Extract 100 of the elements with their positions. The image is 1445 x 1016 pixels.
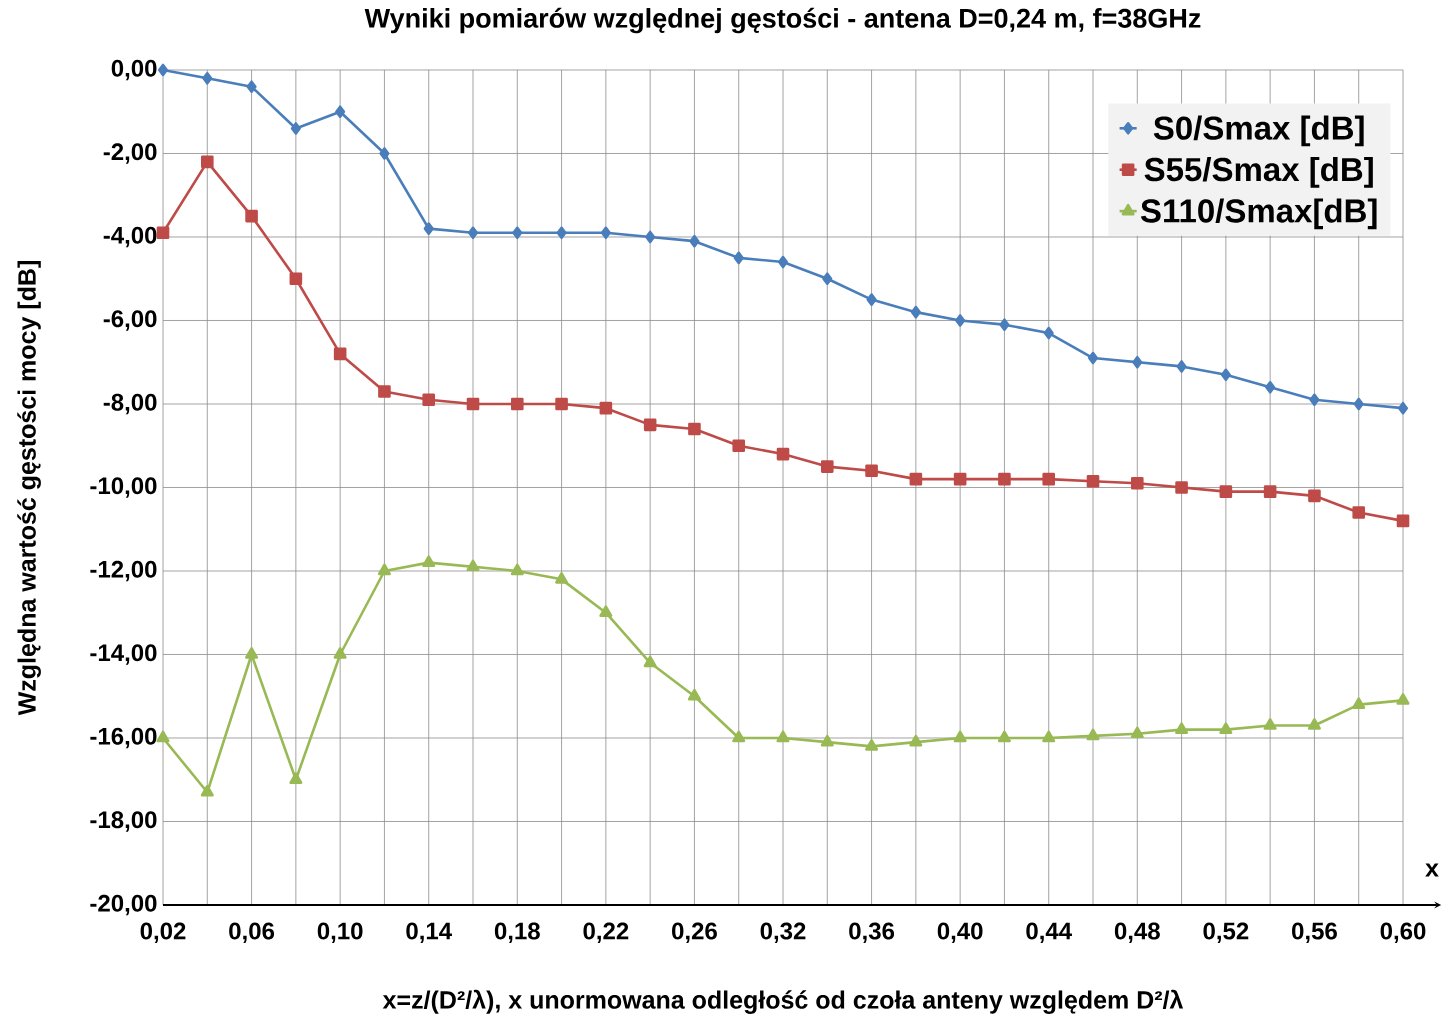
point: [246, 80, 257, 93]
point: [1086, 474, 1100, 488]
y-tick-label: -16,00: [90, 727, 157, 749]
point: [688, 422, 701, 436]
point: [1263, 485, 1277, 498]
x-tick-label: 0,52: [1203, 922, 1249, 943]
point: [1396, 693, 1410, 705]
point: [733, 251, 744, 265]
point: [1087, 351, 1099, 365]
point: [1042, 472, 1056, 486]
point: [1396, 514, 1410, 528]
point: [422, 393, 436, 407]
point: [600, 226, 611, 240]
point: [998, 472, 1011, 486]
x-tick-label: 0,02: [140, 922, 186, 943]
point: [999, 318, 1010, 331]
point: [379, 147, 390, 160]
point: [599, 605, 613, 618]
chart-title: Wyniki pomiarów względnej gęstości - antena D=0,24 m, f=38GHz: [364, 7, 1201, 34]
point: [643, 418, 657, 432]
x-tick-label: 0,10: [317, 922, 363, 943]
point: [556, 226, 567, 240]
x-tick-label: 0,22: [583, 922, 629, 943]
y-tick-label: -2,00: [103, 143, 157, 164]
point: [377, 563, 391, 576]
point: [909, 734, 923, 747]
point: [157, 63, 169, 77]
point: [820, 460, 834, 473]
point: [645, 230, 656, 244]
point: [467, 226, 479, 240]
point: [202, 72, 213, 85]
point: [732, 439, 746, 453]
point: [1219, 485, 1233, 498]
point: [1043, 326, 1054, 340]
point: [1265, 380, 1276, 394]
point: [1263, 718, 1277, 730]
point: [909, 472, 923, 486]
point: [732, 730, 746, 743]
point: [245, 209, 258, 223]
point: [777, 255, 789, 269]
x-tick-label: 0,06: [229, 922, 275, 943]
point: [466, 397, 480, 411]
point: [865, 464, 878, 478]
y-tick-label: -10,00: [90, 477, 157, 498]
point: [510, 563, 524, 576]
point: [289, 772, 303, 785]
point: [378, 385, 391, 398]
point: [1220, 368, 1231, 382]
point: [1176, 360, 1187, 373]
point: [335, 105, 346, 119]
point: [1132, 355, 1143, 369]
point: [510, 397, 524, 411]
point: [512, 226, 523, 240]
x-tick-label: 0,56: [1292, 922, 1337, 943]
point: [997, 730, 1011, 743]
point: [1042, 730, 1056, 743]
point: [466, 559, 480, 572]
point: [200, 155, 214, 169]
point: [1175, 722, 1189, 734]
point: [555, 572, 569, 584]
point: [290, 122, 301, 135]
point: [1175, 481, 1188, 494]
point: [555, 397, 568, 411]
x-tick-label: 0,26: [672, 922, 717, 943]
point: [865, 739, 879, 751]
y-tick-label: -6,00: [103, 310, 157, 331]
y-tick-label: -8,00: [103, 393, 157, 415]
y-tick-label: -14,00: [90, 644, 157, 665]
point: [822, 272, 833, 286]
y-tick-label: 0,00: [111, 59, 157, 81]
y-axis-title: Względna wartość gęstości mocy [dB]: [17, 261, 41, 716]
point: [1309, 393, 1320, 407]
x-tick-label: 0,48: [1114, 922, 1160, 943]
point: [1130, 477, 1144, 490]
y-tick-label: -20,00: [90, 894, 157, 916]
legend-label: S110/Smax[dB]: [1140, 198, 1377, 230]
point: [333, 347, 347, 361]
point: [1307, 718, 1321, 730]
point: [599, 401, 613, 415]
x-tick-label: 0,18: [494, 922, 540, 943]
point: [910, 305, 921, 319]
x-axis-title: x=z/(D²/λ), x unormowana odległość od czoła anteny względem D²/λ: [382, 989, 1184, 1014]
point: [643, 655, 657, 668]
x-tick-label: 0,36: [849, 922, 895, 943]
point: [776, 730, 790, 743]
point: [820, 734, 834, 747]
point: [333, 647, 347, 659]
point: [1086, 728, 1100, 741]
point: [156, 226, 170, 240]
point: [1308, 489, 1321, 503]
point: [289, 272, 303, 286]
point: [953, 730, 967, 743]
y-tick-label: -18,00: [90, 811, 157, 832]
point: [1397, 401, 1409, 415]
y-tick-label: -4,00: [103, 226, 157, 248]
point: [1219, 722, 1233, 734]
point: [1352, 506, 1366, 519]
point: [422, 555, 436, 567]
point: [245, 647, 259, 659]
x-tick-label: 0,32: [760, 922, 806, 943]
